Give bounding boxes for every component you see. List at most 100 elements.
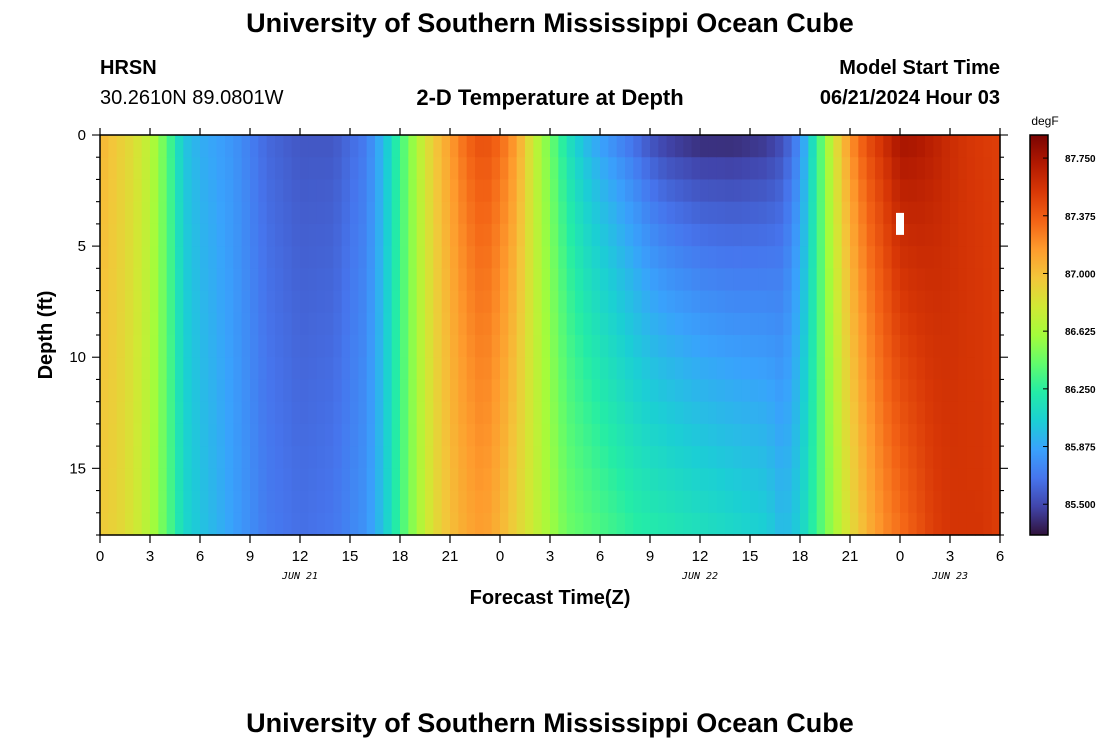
heatmap-cell — [150, 179, 159, 203]
heatmap-cell — [491, 312, 501, 336]
heatmap-cell — [816, 290, 826, 314]
heatmap-cell — [866, 512, 876, 536]
heatmap-cell — [533, 335, 543, 358]
heatmap-cell — [916, 312, 926, 336]
heatmap-cell — [341, 268, 351, 292]
heatmap-cell — [975, 379, 984, 403]
heatmap-cell — [658, 157, 668, 181]
heatmap-cell — [483, 201, 493, 225]
heatmap-cell — [133, 312, 143, 336]
heatmap-cell — [191, 290, 201, 314]
heatmap-cell — [225, 157, 234, 181]
heatmap-cell — [883, 446, 893, 469]
heatmap-cell — [433, 446, 443, 469]
heatmap-cell — [808, 201, 818, 225]
heatmap-cell — [125, 401, 134, 425]
heatmap-cell — [816, 379, 826, 403]
heatmap-cell — [758, 312, 768, 336]
heatmap-cell — [950, 423, 959, 447]
heatmap-cell — [700, 312, 709, 336]
heatmap-cell — [216, 379, 226, 403]
heatmap-cell — [308, 446, 318, 469]
heatmap-cell — [250, 268, 259, 292]
heatmap-cell — [341, 490, 351, 514]
heatmap-cell — [216, 268, 226, 292]
heatmap-cell — [666, 401, 676, 425]
heatmap-cell — [641, 446, 651, 469]
heatmap-cell — [575, 379, 584, 403]
heatmap-cell — [350, 157, 359, 181]
heatmap-cell — [275, 423, 284, 447]
heatmap-cell — [916, 201, 926, 225]
heatmap-cell — [975, 179, 984, 203]
heatmap-cell — [875, 246, 884, 269]
heatmap-cell — [183, 423, 193, 447]
heatmap-cell — [883, 223, 893, 247]
heatmap-cell — [266, 157, 276, 181]
heatmap-cell — [558, 335, 568, 358]
heatmap-cell — [941, 335, 951, 358]
heatmap-cell — [850, 446, 859, 469]
heatmap-cell — [408, 312, 418, 336]
heatmap-cell — [983, 201, 993, 225]
heatmap-cell — [466, 223, 476, 247]
heatmap-cell — [391, 268, 401, 292]
heatmap-cell — [108, 201, 118, 225]
heatmap-cell — [525, 512, 534, 536]
heatmap-cell — [800, 490, 809, 514]
heatmap-cell — [141, 423, 151, 447]
heatmap-cell — [600, 246, 609, 269]
heatmap-cell — [800, 290, 809, 314]
heatmap-cell — [383, 512, 393, 536]
heatmap-cell — [708, 157, 718, 181]
heatmap-cell — [108, 268, 118, 292]
heatmap-cell — [908, 268, 918, 292]
heatmap-cell — [200, 268, 209, 292]
page-title: University of Southern Mississippi Ocean… — [246, 8, 854, 38]
heatmap-cell — [850, 423, 859, 447]
heatmap-cell — [275, 446, 284, 469]
heatmap-cell — [341, 246, 351, 269]
heatmap-cell — [175, 312, 184, 336]
heatmap-cell — [866, 290, 876, 314]
heatmap-cell — [741, 268, 751, 292]
heatmap-cell — [566, 490, 576, 514]
heatmap-cell — [450, 423, 459, 447]
heatmap-cell — [283, 179, 293, 203]
heatmap-cell — [191, 379, 201, 403]
heatmap-cell — [633, 357, 643, 381]
colorbar-tick-label: 85.500 — [1065, 500, 1096, 511]
heatmap-cell — [650, 423, 659, 447]
heatmap-cell — [925, 379, 934, 403]
heatmap-cell — [466, 135, 476, 158]
heatmap-cell — [983, 357, 993, 381]
heatmap-cell — [958, 135, 968, 158]
heatmap-cell — [508, 357, 518, 381]
heatmap-cell — [391, 423, 401, 447]
heatmap-cell — [891, 135, 901, 158]
heatmap-cell — [975, 357, 984, 381]
heatmap-cell — [658, 290, 668, 314]
heatmap-cell — [350, 423, 359, 447]
heatmap-cell — [550, 135, 559, 158]
heatmap-cell — [133, 246, 143, 269]
heatmap-cell — [316, 446, 326, 469]
heatmap-cell — [133, 490, 143, 514]
heatmap-cell — [841, 379, 851, 403]
heatmap-cell — [816, 223, 826, 247]
heatmap-cell — [650, 246, 659, 269]
heatmap-cell — [250, 490, 259, 514]
heatmap-cell — [291, 201, 301, 225]
heatmap-cell — [650, 157, 659, 181]
heatmap-cell — [575, 179, 584, 203]
heatmap-cell — [725, 468, 734, 492]
heatmap-cell — [350, 223, 359, 247]
heatmap-cell — [850, 335, 859, 358]
heatmap-cell — [866, 268, 876, 292]
heatmap-cell — [158, 290, 168, 314]
heatmap-cell — [250, 135, 259, 158]
heatmap-cell — [641, 157, 651, 181]
heatmap-cell — [516, 401, 526, 425]
heatmap-cell — [550, 201, 559, 225]
heatmap-cell — [558, 179, 568, 203]
